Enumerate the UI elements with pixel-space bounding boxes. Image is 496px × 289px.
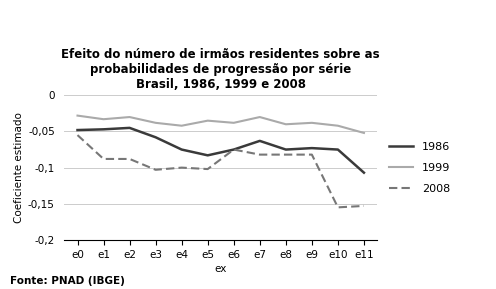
1986	[283, 148, 289, 151]
1999	[231, 121, 237, 125]
Line: 1999: 1999	[77, 116, 364, 133]
1986	[205, 153, 211, 157]
2008	[257, 153, 263, 156]
2008	[205, 167, 211, 171]
2008	[335, 206, 341, 209]
Line: 1986: 1986	[77, 128, 364, 173]
1999	[179, 124, 185, 127]
Line: 2008: 2008	[77, 135, 364, 208]
1986	[257, 139, 263, 142]
1999	[309, 121, 315, 125]
2008	[283, 153, 289, 156]
1999	[101, 117, 107, 121]
1986	[153, 136, 159, 139]
1999	[126, 115, 132, 119]
2008	[361, 204, 367, 208]
2008	[179, 166, 185, 169]
Y-axis label: Coeficiente estimado: Coeficiente estimado	[14, 112, 24, 223]
1999	[361, 131, 367, 135]
Text: Fonte: PNAD (IBGE): Fonte: PNAD (IBGE)	[10, 276, 125, 286]
1986	[74, 128, 80, 132]
1999	[335, 124, 341, 127]
2008	[101, 157, 107, 161]
2008	[231, 148, 237, 151]
1999	[153, 121, 159, 125]
1999	[205, 119, 211, 122]
1986	[361, 171, 367, 174]
1986	[309, 146, 315, 150]
1999	[74, 114, 80, 117]
X-axis label: ex: ex	[215, 264, 227, 274]
1999	[257, 115, 263, 119]
1986	[101, 127, 107, 131]
1986	[179, 148, 185, 151]
2008	[153, 168, 159, 171]
1986	[126, 126, 132, 129]
1986	[335, 148, 341, 151]
Legend: 1986, 1999, 2008: 1986, 1999, 2008	[389, 142, 450, 194]
1999	[283, 123, 289, 126]
1986	[231, 148, 237, 151]
Title: Efeito do número de irmãos residentes sobre as
probabilidades de progressão por : Efeito do número de irmãos residentes so…	[62, 49, 380, 91]
2008	[74, 133, 80, 137]
2008	[309, 153, 315, 156]
2008	[126, 157, 132, 161]
